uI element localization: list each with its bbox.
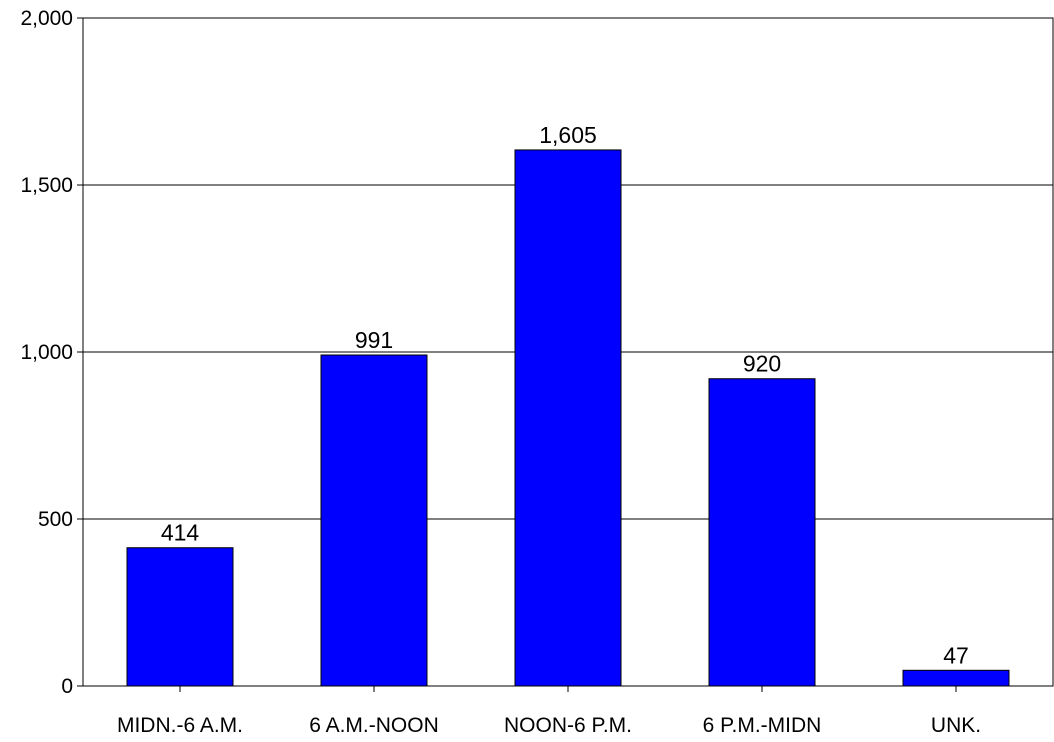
y-tick-label: 1,000 — [20, 341, 73, 364]
plot-frame — [82, 17, 1054, 687]
x-category-label: 6 P.M.-MIDN — [703, 714, 822, 737]
x-category-label: UNK. — [931, 714, 981, 737]
bar-data-label: 920 — [743, 351, 781, 377]
x-category-label: 6 A.M.-NOON — [309, 714, 439, 737]
bar — [126, 547, 234, 687]
y-tick-label: 500 — [38, 508, 73, 531]
bar — [902, 669, 1010, 687]
x-category-label: NOON-6 P.M. — [504, 714, 632, 737]
x-category-label: MIDN.-6 A.M. — [117, 714, 243, 737]
bar — [514, 149, 622, 687]
bars — [126, 149, 1010, 687]
y-tick-label: 0 — [61, 675, 73, 698]
bar — [320, 354, 428, 687]
labels: 0 500 1,000 1,500 2,000 414 MIDN.-6 A.M. 991 6 A… — [20, 7, 981, 737]
bar-data-label: 414 — [161, 520, 200, 546]
y-tick-label: 1,500 — [20, 174, 73, 197]
y-tick-label: 2,000 — [20, 7, 73, 30]
axes — [77, 17, 1054, 692]
bar-data-label: 1,605 — [539, 122, 597, 148]
bar-data-label: 47 — [943, 642, 969, 668]
bar — [708, 378, 816, 687]
bar-data-label: 991 — [355, 327, 393, 353]
